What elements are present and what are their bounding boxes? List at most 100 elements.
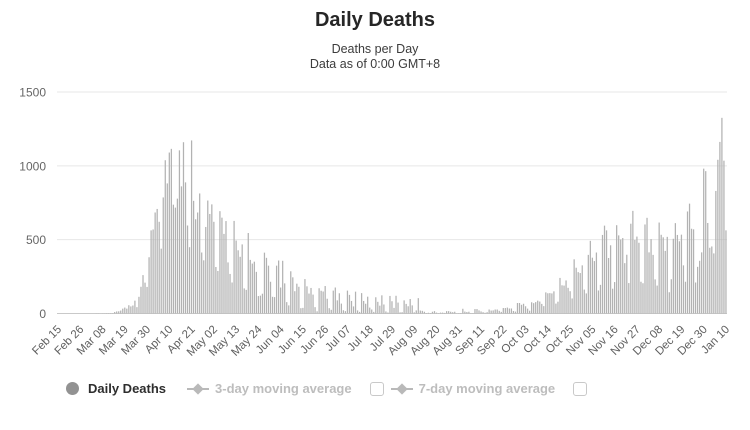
bar[interactable] bbox=[395, 295, 397, 314]
bar[interactable] bbox=[235, 240, 237, 314]
bar[interactable] bbox=[203, 260, 205, 314]
bar[interactable] bbox=[439, 312, 442, 314]
bar[interactable] bbox=[195, 219, 197, 314]
bar[interactable] bbox=[342, 310, 345, 314]
bar[interactable] bbox=[168, 152, 170, 314]
bar[interactable] bbox=[253, 261, 255, 314]
bar[interactable] bbox=[622, 238, 624, 314]
bar[interactable] bbox=[116, 311, 118, 314]
bar[interactable] bbox=[618, 235, 620, 314]
bar[interactable] bbox=[555, 303, 557, 314]
bar[interactable] bbox=[180, 186, 183, 314]
bar[interactable] bbox=[650, 239, 652, 314]
bar[interactable] bbox=[581, 265, 583, 314]
bar[interactable] bbox=[664, 250, 666, 314]
bar[interactable] bbox=[344, 311, 347, 314]
bar[interactable] bbox=[350, 300, 353, 314]
bar[interactable] bbox=[219, 211, 221, 314]
bar[interactable] bbox=[646, 217, 648, 314]
bar[interactable] bbox=[638, 242, 640, 314]
bar[interactable] bbox=[156, 208, 158, 314]
bar[interactable] bbox=[543, 306, 545, 314]
bar[interactable] bbox=[217, 270, 219, 314]
bar[interactable] bbox=[405, 303, 407, 314]
bar[interactable] bbox=[192, 200, 195, 314]
bar[interactable] bbox=[630, 223, 632, 314]
bar[interactable] bbox=[707, 222, 709, 314]
bar[interactable] bbox=[401, 312, 403, 314]
bar[interactable] bbox=[245, 289, 247, 314]
bar[interactable] bbox=[557, 301, 559, 314]
bar[interactable] bbox=[415, 310, 417, 314]
bar[interactable] bbox=[620, 239, 622, 314]
bar[interactable] bbox=[609, 245, 612, 314]
bar[interactable] bbox=[539, 301, 541, 314]
bar[interactable] bbox=[537, 300, 539, 314]
bar[interactable] bbox=[306, 286, 308, 314]
bar[interactable] bbox=[591, 257, 593, 314]
bar[interactable] bbox=[221, 217, 223, 314]
bar[interactable] bbox=[324, 286, 326, 314]
bar[interactable] bbox=[686, 211, 689, 314]
bar[interactable] bbox=[257, 296, 260, 314]
bar[interactable] bbox=[381, 295, 383, 314]
bar[interactable] bbox=[688, 203, 691, 314]
bar[interactable] bbox=[642, 283, 644, 314]
bar[interactable] bbox=[670, 279, 672, 314]
bar[interactable] bbox=[237, 250, 239, 314]
bar[interactable] bbox=[640, 281, 642, 314]
bar[interactable] bbox=[589, 240, 591, 314]
bar[interactable] bbox=[197, 212, 199, 314]
bar[interactable] bbox=[356, 310, 359, 314]
bar[interactable] bbox=[512, 310, 515, 314]
bar[interactable] bbox=[229, 273, 231, 314]
bar[interactable] bbox=[652, 254, 654, 314]
bar[interactable] bbox=[668, 292, 670, 314]
bar[interactable] bbox=[603, 225, 606, 314]
bar[interactable] bbox=[504, 308, 506, 314]
bar[interactable] bbox=[502, 308, 504, 314]
bar[interactable] bbox=[662, 237, 664, 314]
bar[interactable] bbox=[284, 283, 286, 314]
bar[interactable] bbox=[241, 244, 243, 314]
bar[interactable] bbox=[360, 293, 363, 314]
bar[interactable] bbox=[233, 220, 235, 314]
bar[interactable] bbox=[124, 307, 126, 314]
bar[interactable] bbox=[468, 311, 470, 314]
bar[interactable] bbox=[126, 308, 128, 314]
bar[interactable] bbox=[209, 213, 211, 314]
bar[interactable] bbox=[674, 223, 676, 314]
bar[interactable] bbox=[579, 273, 581, 314]
bar[interactable] bbox=[292, 277, 294, 314]
bar[interactable] bbox=[294, 291, 296, 314]
bar[interactable] bbox=[508, 308, 510, 314]
bar[interactable] bbox=[170, 148, 172, 314]
legend-item-3day-moving-average[interactable]: 3-day moving average bbox=[187, 381, 352, 396]
bar[interactable] bbox=[583, 289, 585, 314]
bar[interactable] bbox=[267, 265, 270, 314]
bar[interactable] bbox=[148, 257, 150, 314]
bar[interactable] bbox=[140, 286, 142, 314]
bar[interactable] bbox=[433, 311, 436, 314]
bar[interactable] bbox=[605, 230, 608, 314]
bar[interactable] bbox=[427, 312, 430, 314]
bar[interactable] bbox=[164, 160, 166, 314]
bar[interactable] bbox=[666, 236, 668, 314]
bar[interactable] bbox=[326, 298, 328, 314]
bar[interactable] bbox=[271, 296, 274, 314]
bar[interactable] bbox=[474, 309, 476, 314]
bar[interactable] bbox=[721, 117, 723, 314]
bar[interactable] bbox=[340, 303, 342, 314]
bar[interactable] bbox=[709, 247, 711, 314]
bar[interactable] bbox=[176, 198, 179, 314]
bar[interactable] bbox=[367, 296, 369, 314]
bar[interactable] bbox=[624, 263, 626, 314]
bar[interactable] bbox=[573, 259, 575, 314]
bar[interactable] bbox=[403, 300, 405, 314]
bar[interactable] bbox=[413, 312, 415, 314]
bar[interactable] bbox=[482, 312, 484, 314]
bar[interactable] bbox=[723, 160, 725, 314]
bar[interactable] bbox=[599, 284, 602, 314]
bar[interactable] bbox=[332, 290, 334, 314]
bar[interactable] bbox=[593, 261, 596, 314]
